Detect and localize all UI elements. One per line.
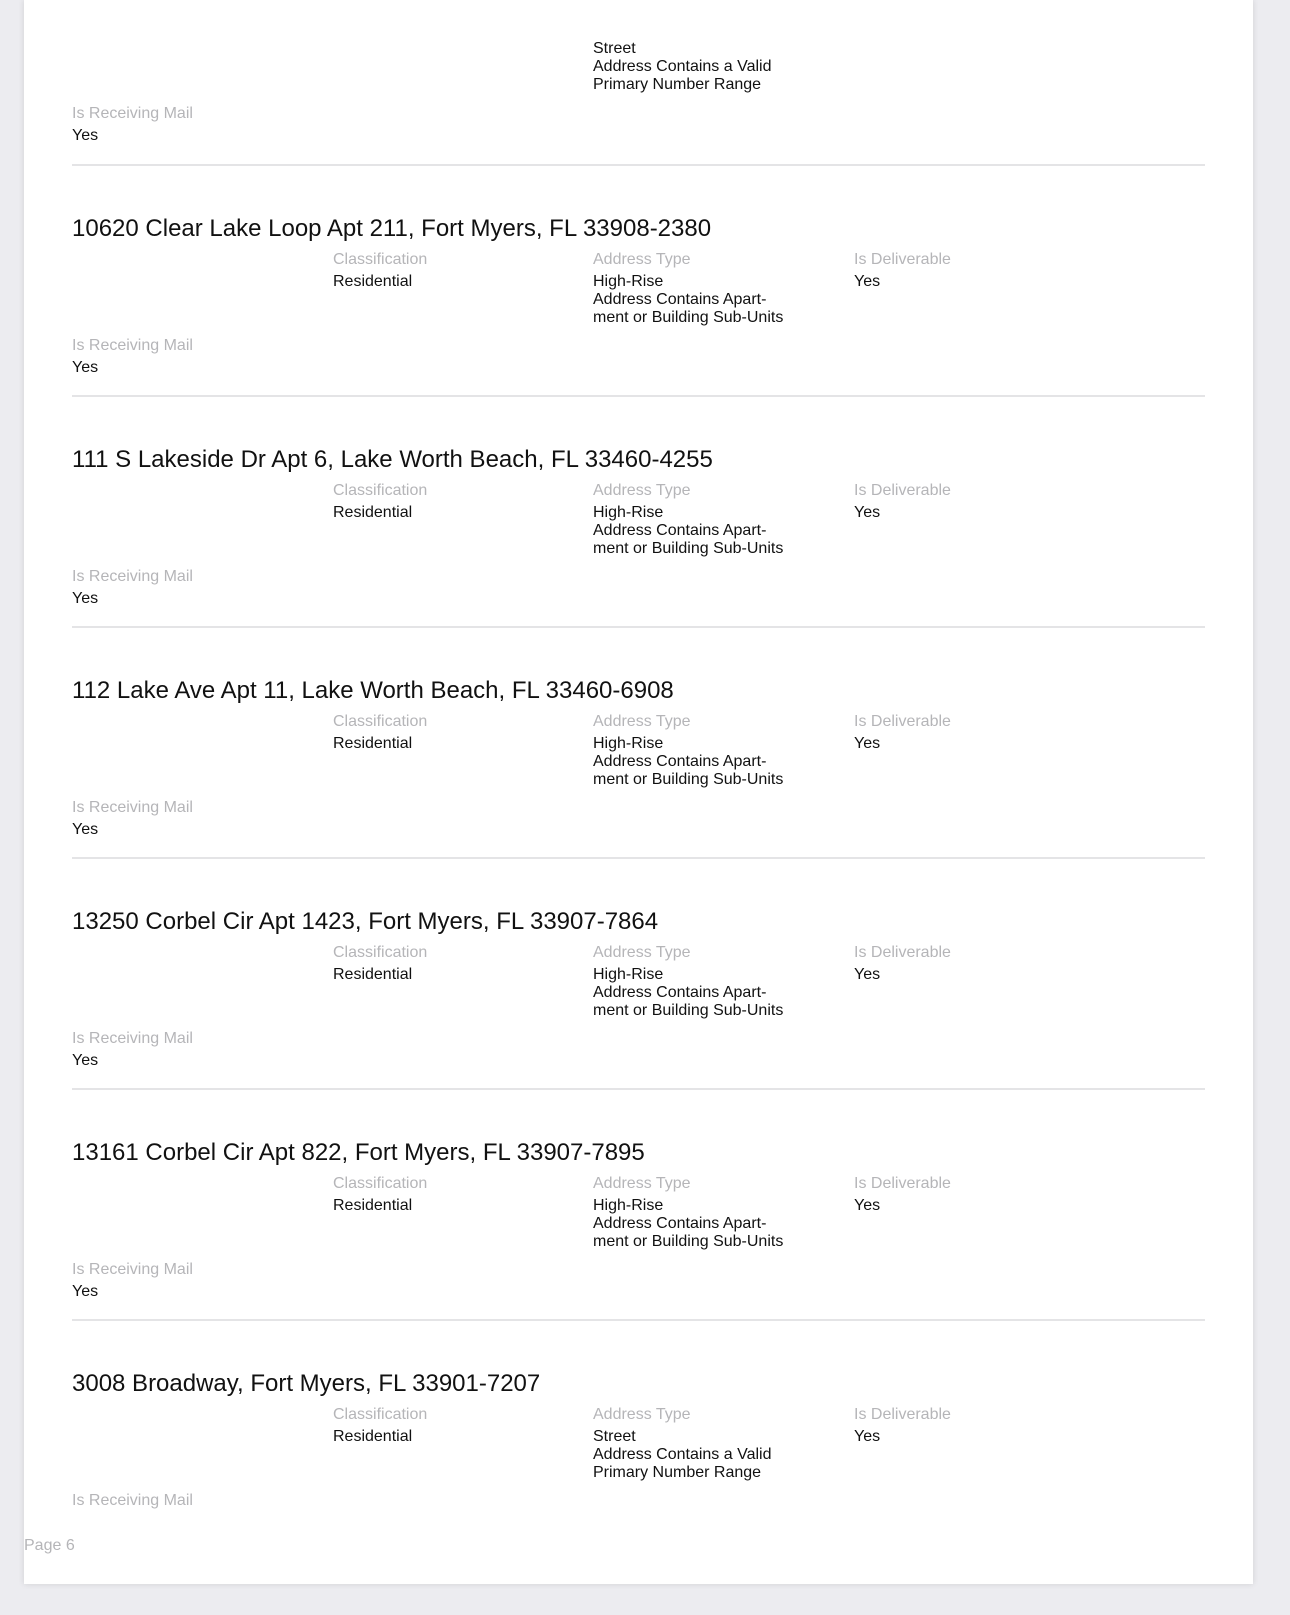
address-type-line: Address Contains a Valid bbox=[593, 58, 772, 75]
classification-label: Classification bbox=[333, 482, 428, 499]
is-deliverable-label: Is Deliverable bbox=[854, 1406, 951, 1423]
address-heading: 112 Lake Ave Apt 11, Lake Worth Beach, F… bbox=[72, 677, 674, 704]
is-receiving-mail-value: Yes bbox=[72, 1052, 99, 1069]
is-receiving-mail-value: Yes bbox=[72, 359, 99, 376]
address-type-line: High-Rise bbox=[593, 1197, 664, 1214]
divider bbox=[72, 164, 1205, 166]
classification-value: Residential bbox=[333, 1197, 413, 1214]
is-deliverable-label: Is Deliverable bbox=[854, 251, 951, 268]
is-deliverable-label: Is Deliverable bbox=[854, 713, 951, 730]
address-heading: 13161 Corbel Cir Apt 822, Fort Myers, FL… bbox=[72, 1139, 645, 1166]
is-receiving-mail-label: Is Receiving Mail bbox=[72, 568, 193, 585]
classification-value: Residential bbox=[333, 735, 413, 752]
address-type-label: Address Type bbox=[593, 482, 691, 499]
classification-value: Residential bbox=[333, 273, 413, 290]
is-receiving-mail-label: Is Receiving Mail bbox=[72, 337, 193, 354]
is-deliverable-value: Yes bbox=[854, 504, 881, 521]
address-type-line: Address Contains Apart- bbox=[593, 291, 767, 308]
address-record: 10620 Clear Lake Loop Apt 211, Fort Myer… bbox=[24, 215, 1253, 460]
is-receiving-mail-label: Is Receiving Mail bbox=[72, 1261, 193, 1278]
classification-label: Classification bbox=[333, 1406, 428, 1423]
address-record: 111 S Lakeside Dr Apt 6, Lake Worth Beac… bbox=[24, 446, 1253, 691]
address-type-line: Address Contains a Valid bbox=[593, 1446, 772, 1463]
address-type-line: ment or Building Sub-Units bbox=[593, 540, 784, 557]
address-type-line: Street bbox=[593, 1428, 636, 1445]
is-deliverable-value: Yes bbox=[854, 1428, 881, 1445]
divider bbox=[72, 395, 1205, 397]
is-deliverable-value: Yes bbox=[854, 273, 881, 290]
is-receiving-mail-value: Yes bbox=[72, 590, 99, 607]
classification-value: Residential bbox=[333, 966, 413, 983]
document-page: Street Address Contains a Valid Primary … bbox=[24, 0, 1253, 1584]
address-type-line: Address Contains Apart- bbox=[593, 522, 767, 539]
address-heading: 10620 Clear Lake Loop Apt 211, Fort Myer… bbox=[72, 215, 712, 242]
is-deliverable-value: Yes bbox=[854, 735, 881, 752]
is-deliverable-label: Is Deliverable bbox=[854, 944, 951, 961]
is-receiving-mail-label: Is Receiving Mail bbox=[72, 1492, 193, 1509]
address-heading: 3008 Broadway, Fort Myers, FL 33901-7207 bbox=[72, 1370, 541, 1397]
classification-label: Classification bbox=[333, 251, 428, 268]
address-type-line: ment or Building Sub-Units bbox=[593, 1002, 784, 1019]
classification-label: Classification bbox=[333, 713, 428, 730]
address-type-line: Primary Number Range bbox=[593, 76, 762, 93]
divider bbox=[72, 626, 1205, 628]
classification-label: Classification bbox=[333, 1175, 428, 1192]
address-record: 13161 Corbel Cir Apt 822, Fort Myers, FL… bbox=[24, 1139, 1253, 1384]
is-deliverable-value: Yes bbox=[854, 1197, 881, 1214]
address-type-label: Address Type bbox=[593, 944, 691, 961]
divider bbox=[72, 1319, 1205, 1321]
address-type-label: Address Type bbox=[593, 1406, 691, 1423]
classification-label: Classification bbox=[333, 944, 428, 961]
address-type-line: High-Rise bbox=[593, 504, 664, 521]
is-deliverable-label: Is Deliverable bbox=[854, 482, 951, 499]
is-deliverable-label: Is Deliverable bbox=[854, 1175, 951, 1192]
address-type-label: Address Type bbox=[593, 251, 691, 268]
address-record: 112 Lake Ave Apt 11, Lake Worth Beach, F… bbox=[24, 677, 1253, 922]
is-receiving-mail-value: Yes bbox=[72, 127, 99, 144]
address-type-line: Address Contains Apart- bbox=[593, 753, 767, 770]
is-deliverable-value: Yes bbox=[854, 966, 881, 983]
address-type-line: ment or Building Sub-Units bbox=[593, 771, 784, 788]
address-type-line: High-Rise bbox=[593, 273, 664, 290]
classification-value: Residential bbox=[333, 504, 413, 521]
address-heading: 111 S Lakeside Dr Apt 6, Lake Worth Beac… bbox=[72, 446, 713, 473]
address-record: 3008 Broadway, Fort Myers, FL 33901-7207… bbox=[24, 1370, 1253, 1615]
classification-value: Residential bbox=[333, 1428, 413, 1445]
is-receiving-mail-label: Is Receiving Mail bbox=[72, 105, 193, 122]
address-type-label: Address Type bbox=[593, 1175, 691, 1192]
is-receiving-mail-value: Yes bbox=[72, 1283, 99, 1300]
address-type-line: High-Rise bbox=[593, 735, 664, 752]
address-type-line: ment or Building Sub-Units bbox=[593, 309, 784, 326]
is-receiving-mail-value: Yes bbox=[72, 821, 99, 838]
address-heading: 13250 Corbel Cir Apt 1423, Fort Myers, F… bbox=[72, 908, 659, 935]
page-number: Page 6 bbox=[24, 1537, 75, 1554]
record-partial: Street Address Contains a Valid Primary … bbox=[24, 0, 1253, 229]
address-type-line: Address Contains Apart- bbox=[593, 1215, 767, 1232]
address-record: 13250 Corbel Cir Apt 1423, Fort Myers, F… bbox=[24, 908, 1253, 1153]
divider bbox=[72, 857, 1205, 859]
address-type-line: Primary Number Range bbox=[593, 1464, 762, 1481]
is-receiving-mail-label: Is Receiving Mail bbox=[72, 1030, 193, 1047]
address-type-label: Address Type bbox=[593, 713, 691, 730]
address-type-line: ment or Building Sub-Units bbox=[593, 1233, 784, 1250]
address-type-line: High-Rise bbox=[593, 966, 664, 983]
divider bbox=[72, 1088, 1205, 1090]
address-type-line: Street bbox=[593, 40, 636, 57]
is-receiving-mail-label: Is Receiving Mail bbox=[72, 799, 193, 816]
address-type-line: Address Contains Apart- bbox=[593, 984, 767, 1001]
